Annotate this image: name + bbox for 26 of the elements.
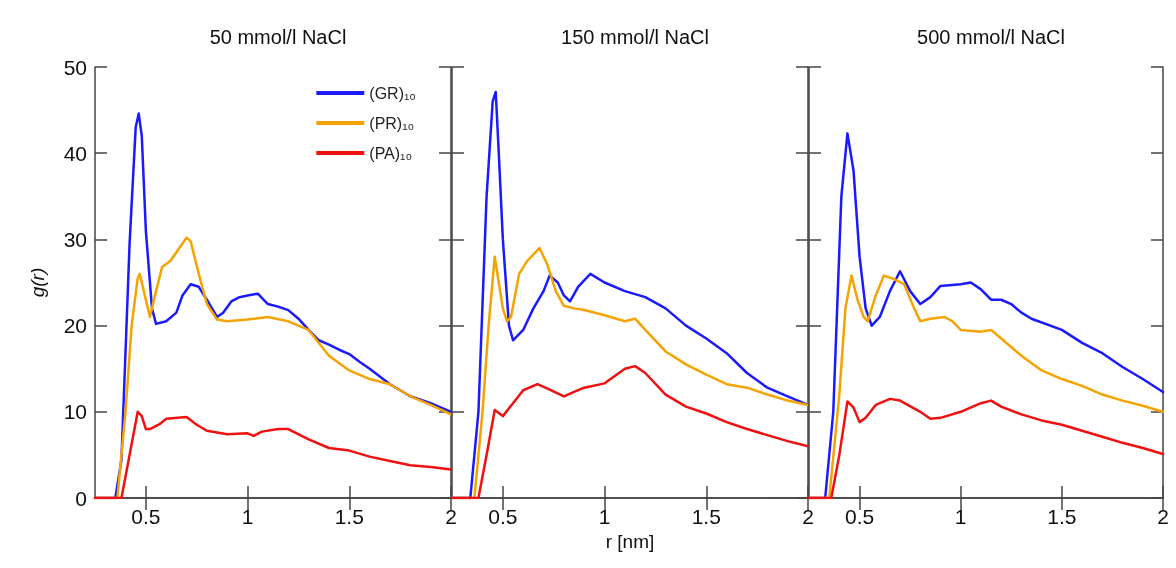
x-tick-label: 0.5 (844, 505, 875, 528)
x-tick-label: 0.5 (131, 505, 161, 528)
x-tick-label: 1.5 (1047, 505, 1077, 528)
x-tick-label: 1.5 (691, 505, 721, 528)
x-tick-label: 2 (802, 505, 814, 528)
x-tick-label: 2 (445, 505, 457, 528)
y-tick-label: 20 (63, 314, 87, 338)
chart-title: 150 mmol/l NaCl (561, 26, 709, 48)
y-tick-label: 30 (63, 227, 87, 251)
y-tick-label: 50 (63, 55, 87, 79)
legend-label: (PA)₁₀ (369, 144, 413, 162)
chart-title: 50 mmol/l NaCl (209, 26, 347, 48)
x-tick-label: 2 (1157, 505, 1169, 528)
x-tick-label: 1 (241, 505, 254, 528)
x-tick-label: 0.5 (488, 505, 518, 528)
legend-label: (GR)₁₀ (369, 84, 417, 102)
y-axis-title: g(r) (27, 267, 48, 298)
x-tick-label: 1 (598, 505, 611, 528)
legend-label: (PR)₁₀ (369, 114, 415, 132)
y-tick-label: 10 (63, 400, 87, 424)
x-axis-title: r [nm] (605, 530, 655, 552)
x-tick-label: 1 (954, 505, 967, 528)
y-tick-label: 0 (75, 486, 87, 510)
chart-title: 500 mmol/l NaCl (917, 26, 1065, 48)
x-tick-label: 1.5 (334, 505, 364, 528)
y-tick-label: 40 (63, 141, 87, 165)
